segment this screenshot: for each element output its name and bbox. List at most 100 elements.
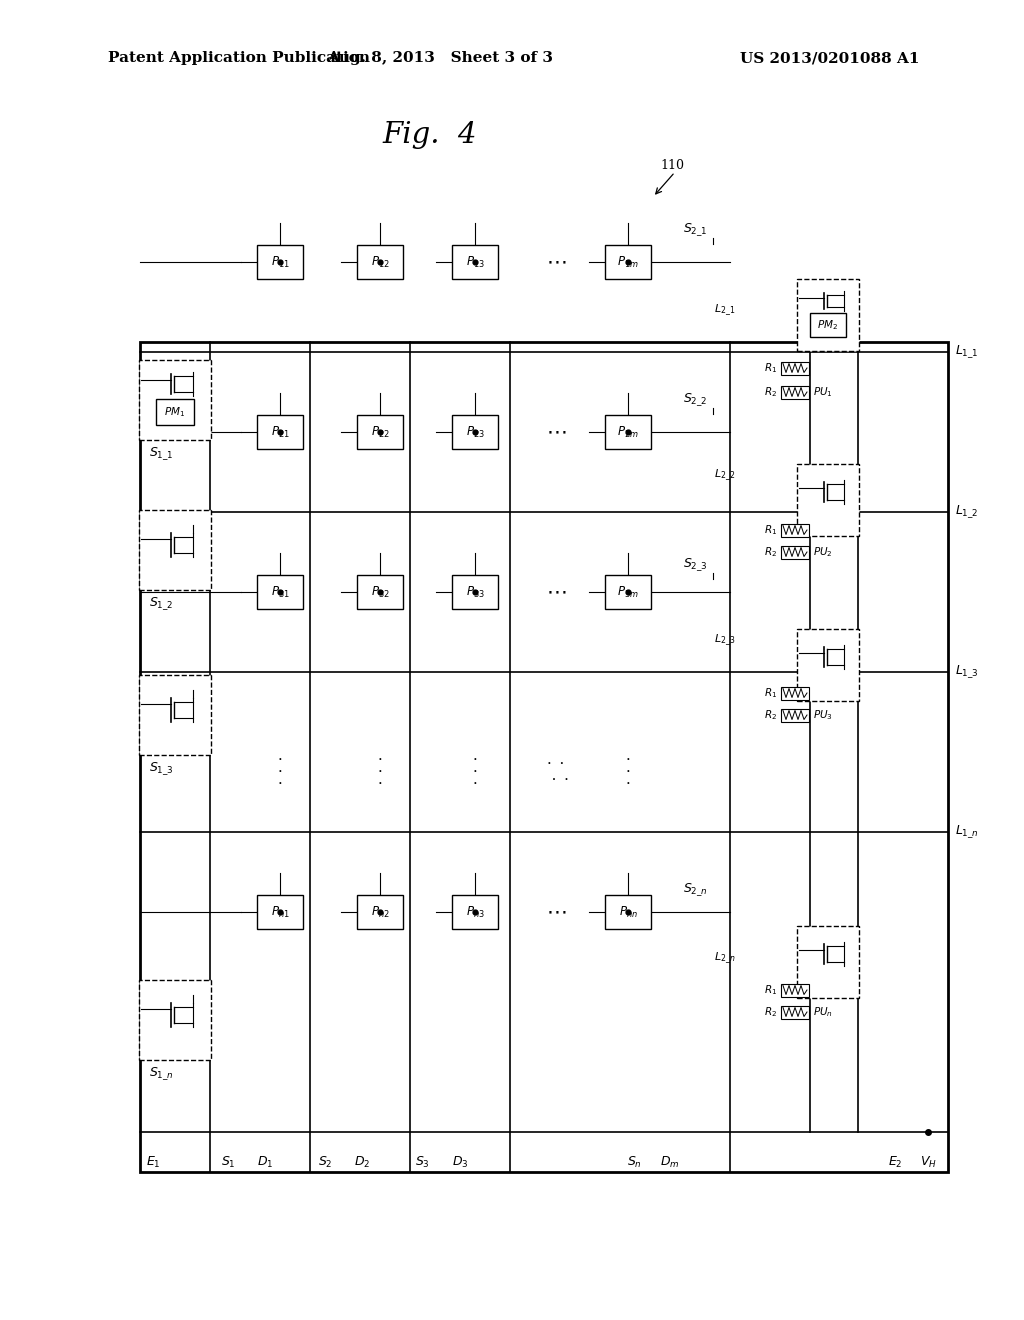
- Bar: [452, 246, 498, 279]
- Bar: [605, 895, 651, 929]
- Text: $S_{1\_n}$: $S_{1\_n}$: [148, 1065, 173, 1082]
- Bar: [156, 399, 194, 425]
- Text: $S_{3}$: $S_{3}$: [415, 1155, 429, 1170]
- Bar: [781, 524, 809, 536]
- Text: $L_{2\_3}$: $L_{2\_3}$: [715, 632, 735, 648]
- Text: $D_{3}$: $D_{3}$: [452, 1155, 468, 1170]
- Text: $S_{2\_2}$: $S_{2\_2}$: [683, 392, 708, 408]
- Text: $E_{1}$: $E_{1}$: [145, 1155, 161, 1170]
- Text: ·
·
·: · · ·: [278, 754, 283, 791]
- Text: $P_{33}$: $P_{33}$: [466, 585, 484, 599]
- Text: $P_{13}$: $P_{13}$: [466, 255, 484, 269]
- Text: $D_{2}$: $D_{2}$: [354, 1155, 370, 1170]
- Text: $L_{1\_n}$: $L_{1\_n}$: [955, 824, 979, 841]
- Text: $PM_1$: $PM_1$: [165, 405, 185, 418]
- Bar: [781, 686, 809, 700]
- Text: $R_2$: $R_2$: [764, 545, 777, 558]
- Bar: [139, 360, 211, 440]
- Text: $P_{22}$: $P_{22}$: [371, 425, 389, 440]
- Bar: [781, 709, 809, 722]
- Text: $L_{1\_2}$: $L_{1\_2}$: [955, 504, 979, 520]
- Text: $PU_n$: $PU_n$: [813, 1005, 833, 1019]
- Text: $P_{11}$: $P_{11}$: [270, 255, 290, 269]
- Text: ·
·
·: · · ·: [378, 754, 382, 791]
- Bar: [357, 414, 403, 449]
- Text: $R_2$: $R_2$: [764, 708, 777, 722]
- Bar: [781, 385, 809, 399]
- Bar: [781, 1006, 809, 1019]
- Text: $L_{2\_n}$: $L_{2\_n}$: [715, 950, 735, 966]
- Text: $S_{1\_1}$: $S_{1\_1}$: [148, 445, 173, 462]
- Text: $R_2$: $R_2$: [764, 1005, 777, 1019]
- Bar: [357, 576, 403, 609]
- Text: $L_{2\_2}$: $L_{2\_2}$: [715, 467, 735, 483]
- Text: $L_{1\_1}$: $L_{1\_1}$: [955, 343, 979, 360]
- Bar: [139, 675, 211, 755]
- Text: $R_2$: $R_2$: [764, 385, 777, 399]
- Text: $D_{1}$: $D_{1}$: [257, 1155, 273, 1170]
- Text: $P_{32}$: $P_{32}$: [371, 585, 389, 599]
- Bar: [140, 342, 948, 1172]
- Text: $S_{n}$: $S_{n}$: [627, 1155, 641, 1170]
- Bar: [257, 414, 303, 449]
- Bar: [452, 414, 498, 449]
- Bar: [605, 246, 651, 279]
- Text: $PU_1$: $PU_1$: [813, 385, 833, 399]
- Text: $P_{n1}$: $P_{n1}$: [270, 904, 290, 920]
- Bar: [357, 895, 403, 929]
- Bar: [452, 895, 498, 929]
- Text: $L_{2\_1}$: $L_{2\_1}$: [715, 302, 735, 318]
- Text: $D_{m}$: $D_{m}$: [660, 1155, 680, 1170]
- Text: $P_{n3}$: $P_{n3}$: [466, 904, 484, 920]
- Text: $S_{2\_3}$: $S_{2\_3}$: [683, 557, 708, 573]
- Text: Aug. 8, 2013   Sheet 3 of 3: Aug. 8, 2013 Sheet 3 of 3: [327, 51, 553, 65]
- Bar: [257, 576, 303, 609]
- Text: Fig.  4: Fig. 4: [383, 121, 477, 149]
- Text: $R_1$: $R_1$: [764, 686, 777, 700]
- Bar: [139, 979, 211, 1060]
- Bar: [605, 576, 651, 609]
- Text: $S_{2\_1}$: $S_{2\_1}$: [683, 222, 708, 239]
- Text: $E_{2}$: $E_{2}$: [888, 1155, 902, 1170]
- Bar: [781, 545, 809, 558]
- Text: $V_{H}$: $V_{H}$: [920, 1155, 936, 1170]
- Text: $\cdots$: $\cdots$: [546, 252, 566, 272]
- Bar: [810, 313, 846, 337]
- Text: $R_1$: $R_1$: [764, 523, 777, 537]
- Text: $PU_2$: $PU_2$: [813, 545, 833, 558]
- Bar: [797, 630, 859, 701]
- Text: $P_{1m}$: $P_{1m}$: [617, 255, 639, 269]
- Text: $P_{nn}$: $P_{nn}$: [618, 904, 638, 920]
- Bar: [257, 895, 303, 929]
- Bar: [797, 927, 859, 998]
- Text: $S_{2\_n}$: $S_{2\_n}$: [683, 882, 708, 899]
- Text: · ·
 · ·: · · · ·: [544, 756, 568, 787]
- Text: $R_1$: $R_1$: [764, 362, 777, 375]
- Text: $P_{2m}$: $P_{2m}$: [617, 425, 639, 440]
- Bar: [357, 246, 403, 279]
- Text: $P_{3m}$: $P_{3m}$: [617, 585, 639, 599]
- Bar: [139, 510, 211, 590]
- Bar: [257, 246, 303, 279]
- Text: $P_{n2}$: $P_{n2}$: [371, 904, 389, 920]
- Bar: [797, 279, 859, 351]
- Text: $S_{1\_3}$: $S_{1\_3}$: [148, 760, 173, 776]
- Bar: [797, 465, 859, 536]
- Text: Patent Application Publication: Patent Application Publication: [108, 51, 370, 65]
- Text: 110: 110: [660, 158, 684, 172]
- Text: $S_{2}$: $S_{2}$: [317, 1155, 332, 1170]
- Text: $\cdots$: $\cdots$: [546, 422, 566, 441]
- Text: $PM_2$: $PM_2$: [817, 318, 839, 331]
- Bar: [605, 414, 651, 449]
- Text: $\cdots$: $\cdots$: [546, 903, 566, 921]
- Text: $P_{31}$: $P_{31}$: [270, 585, 290, 599]
- Text: $R_1$: $R_1$: [764, 983, 777, 997]
- Bar: [781, 983, 809, 997]
- Text: $P_{12}$: $P_{12}$: [371, 255, 389, 269]
- Text: ·
·
·: · · ·: [626, 754, 631, 791]
- Text: $P_{23}$: $P_{23}$: [466, 425, 484, 440]
- Text: $\cdots$: $\cdots$: [546, 582, 566, 602]
- Text: $S_{1}$: $S_{1}$: [220, 1155, 236, 1170]
- Text: ·
·
·: · · ·: [472, 754, 477, 791]
- Text: $P_{21}$: $P_{21}$: [270, 425, 290, 440]
